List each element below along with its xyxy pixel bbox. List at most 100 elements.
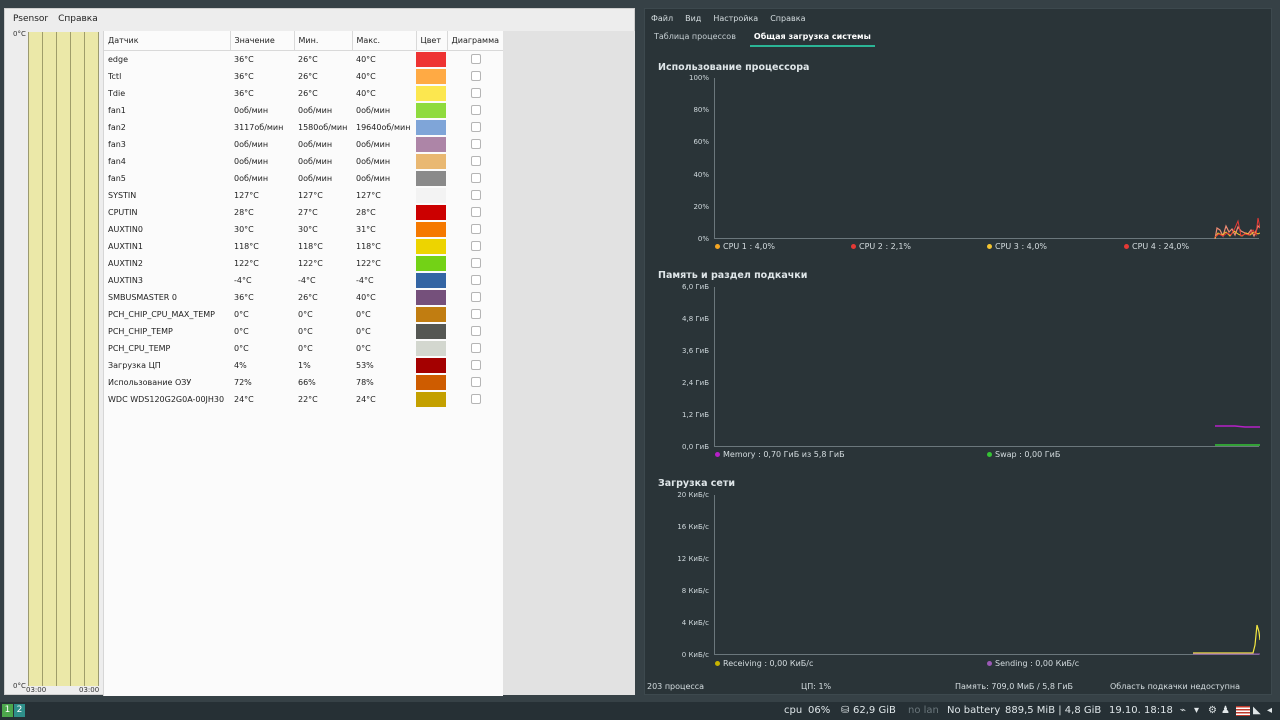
sensor-row[interactable]: SYSTIN 127°C 127°C 127°C (104, 187, 504, 204)
column-header-max[interactable]: Макс. (352, 31, 417, 51)
menu-help[interactable]: Справка (58, 14, 98, 24)
sensor-row[interactable]: Использование ОЗУ 72% 66% 78% (104, 374, 504, 391)
column-header-chart[interactable]: Диаграмма (447, 31, 505, 51)
sensor-row[interactable]: PCH_CPU_TEMP 0°C 0°C 0°C (104, 340, 504, 357)
sensor-row[interactable]: AUXTIN1 118°C 118°C 118°C (104, 238, 504, 255)
sensor-color-cell[interactable] (416, 340, 447, 357)
sensor-color-cell[interactable] (416, 289, 447, 306)
chart-checkbox[interactable] (470, 156, 481, 166)
chart-checkbox[interactable] (470, 105, 481, 115)
sensor-row[interactable]: WDC WDS120G2G0A-00JH30 24°C 22°C 24°C (104, 391, 504, 408)
sensor-row[interactable]: Загрузка ЦП 4% 1% 53% (104, 357, 504, 374)
sensor-color-cell[interactable] (416, 136, 447, 153)
chart-checkbox[interactable] (470, 207, 481, 217)
color-swatch[interactable] (416, 170, 446, 186)
wifi-icon[interactable]: ▾ (1194, 705, 1200, 716)
chart-checkbox[interactable] (470, 309, 481, 319)
network-manager-icon[interactable]: ◣ (1253, 705, 1261, 716)
sensor-color-cell[interactable] (416, 255, 447, 272)
chart-checkbox[interactable] (470, 275, 481, 285)
sensor-color-cell[interactable] (416, 306, 447, 323)
chart-checkbox[interactable] (470, 377, 481, 387)
color-swatch[interactable] (416, 391, 446, 407)
sensor-color-cell[interactable] (416, 374, 447, 391)
sensor-row[interactable]: Tdie 36°C 26°C 40°C (104, 85, 504, 102)
color-swatch[interactable] (416, 374, 446, 390)
color-swatch[interactable] (416, 187, 446, 203)
sensor-color-cell[interactable] (416, 391, 447, 408)
color-swatch[interactable] (416, 204, 446, 220)
menu-view[interactable]: Вид (685, 13, 702, 23)
sensor-row[interactable]: fan3 0об/мин 0об/мин 0об/мин (104, 136, 504, 153)
sensor-color-cell[interactable] (416, 272, 447, 289)
sensor-color-cell[interactable] (416, 119, 447, 136)
chart-checkbox[interactable] (470, 326, 481, 336)
color-swatch[interactable] (416, 153, 446, 169)
tux-icon[interactable]: ♟ (1221, 705, 1230, 716)
column-header-min[interactable]: Мин. (294, 31, 353, 51)
chart-checkbox[interactable] (470, 394, 481, 404)
sensor-color-cell[interactable] (416, 50, 447, 68)
sensor-color-cell[interactable] (416, 170, 447, 187)
color-swatch[interactable] (416, 272, 446, 288)
chart-checkbox[interactable] (470, 54, 481, 64)
settings-icon[interactable]: ⚙ (1208, 705, 1217, 716)
color-swatch[interactable] (416, 102, 446, 118)
clock[interactable]: 19.10. 18:18 (1109, 705, 1173, 716)
sensor-row[interactable]: SMBUSMASTER 0 36°C 26°C 40°C (104, 289, 504, 306)
color-swatch[interactable] (416, 255, 446, 271)
chart-checkbox[interactable] (470, 343, 481, 353)
color-swatch[interactable] (416, 306, 446, 322)
volume-icon[interactable]: ◂ (1267, 705, 1273, 716)
color-swatch[interactable] (416, 323, 446, 339)
chart-checkbox[interactable] (470, 88, 481, 98)
tab-process-table[interactable]: Таблица процессов (654, 32, 736, 41)
sensor-color-cell[interactable] (416, 323, 447, 340)
chart-checkbox[interactable] (470, 190, 481, 200)
sensor-color-cell[interactable] (416, 68, 447, 85)
color-swatch[interactable] (416, 289, 446, 305)
workspace-1[interactable]: 1 (2, 704, 13, 717)
workspace-2[interactable]: 2 (14, 704, 25, 717)
chart-checkbox[interactable] (470, 173, 481, 183)
chart-checkbox[interactable] (470, 224, 481, 234)
sensor-color-cell[interactable] (416, 85, 447, 102)
column-header-value[interactable]: Значение (230, 31, 295, 51)
sensor-color-cell[interactable] (416, 357, 447, 374)
sensor-color-cell[interactable] (416, 153, 447, 170)
color-swatch[interactable] (416, 85, 446, 101)
sensor-color-cell[interactable] (416, 221, 447, 238)
sensor-color-cell[interactable] (416, 187, 447, 204)
column-header-sensor[interactable]: Датчик (104, 31, 231, 51)
chart-checkbox[interactable] (470, 71, 481, 81)
color-swatch[interactable] (416, 119, 446, 135)
sensor-row[interactable]: fan2 3117об/мин 1580об/мин 19640об/мин (104, 119, 504, 136)
sensor-row[interactable]: fan5 0об/мин 0об/мин 0об/мин (104, 170, 504, 187)
sensor-row[interactable]: fan4 0об/мин 0об/мин 0об/мин (104, 153, 504, 170)
color-swatch[interactable] (416, 340, 446, 356)
sensor-row[interactable]: AUXTIN3 -4°C -4°C -4°C (104, 272, 504, 289)
menu-help[interactable]: Справка (770, 13, 806, 23)
sensor-row[interactable]: AUXTIN2 122°C 122°C 122°C (104, 255, 504, 272)
color-swatch[interactable] (416, 238, 446, 254)
sensor-color-cell[interactable] (416, 204, 447, 221)
tab-system-load[interactable]: Общая загрузка системы (749, 29, 875, 47)
sensor-color-cell[interactable] (416, 102, 447, 119)
sensor-row[interactable]: Tctl 36°C 26°C 40°C (104, 68, 504, 85)
chart-checkbox[interactable] (470, 258, 481, 268)
chart-checkbox[interactable] (470, 292, 481, 302)
color-swatch[interactable] (416, 357, 446, 373)
menu-psensor[interactable]: Psensor (13, 14, 49, 24)
sensor-row[interactable]: fan1 0об/мин 0об/мин 0об/мин (104, 102, 504, 119)
sensor-row[interactable]: CPUTIN 28°C 27°C 28°C (104, 204, 504, 221)
color-swatch[interactable] (416, 51, 446, 67)
sensor-row[interactable]: PCH_CHIP_TEMP 0°C 0°C 0°C (104, 323, 504, 340)
chart-checkbox[interactable] (470, 241, 481, 251)
sensor-row[interactable]: edge 36°C 26°C 40°C (104, 50, 504, 68)
sensor-row[interactable]: AUXTIN0 30°C 30°C 31°C (104, 221, 504, 238)
paperclip-icon[interactable]: ⌁ (1180, 705, 1187, 716)
menu-settings[interactable]: Настройка (713, 13, 759, 23)
menu-file[interactable]: Файл (651, 13, 674, 23)
chart-checkbox[interactable] (470, 139, 481, 149)
flag-icon[interactable] (1236, 706, 1250, 716)
